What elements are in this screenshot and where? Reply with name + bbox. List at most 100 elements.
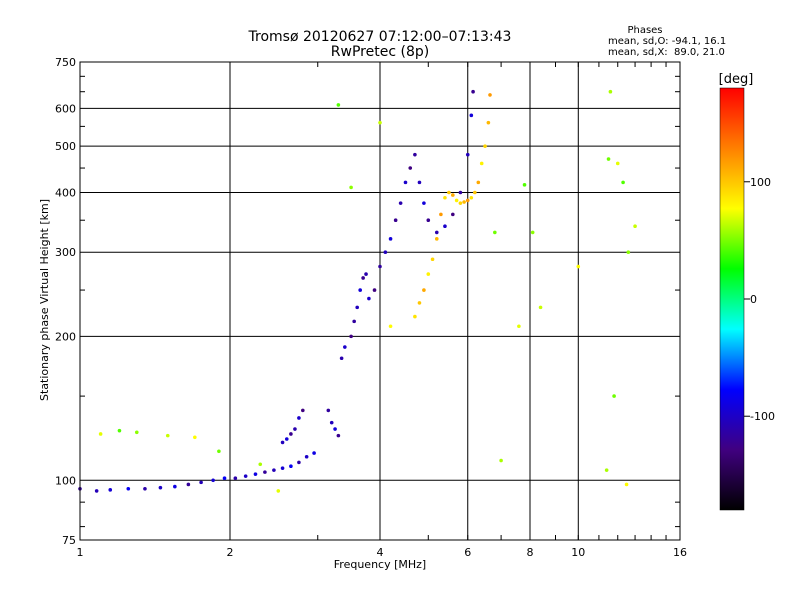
data-point	[606, 157, 611, 161]
data-point	[608, 89, 613, 94]
x-axis-label: Frequency [MHz]	[334, 558, 426, 571]
data-point	[633, 224, 637, 229]
data-point	[403, 180, 408, 185]
data-point	[333, 427, 337, 431]
data-point	[462, 200, 466, 204]
data-point	[329, 420, 334, 425]
data-point	[393, 218, 398, 223]
y-tick-label: 75	[62, 534, 76, 547]
y-tick-label: 300	[55, 246, 76, 259]
data-point	[352, 319, 356, 324]
data-point	[304, 454, 309, 459]
data-point	[439, 212, 443, 217]
data-point	[217, 449, 221, 454]
y-tick-label: 200	[55, 330, 76, 343]
data-point	[517, 324, 521, 329]
data-point	[388, 324, 393, 329]
x-tick-label: 10	[571, 546, 585, 559]
data-point	[126, 486, 131, 491]
data-point	[280, 466, 285, 470]
data-point	[413, 314, 417, 319]
x-tick-label: 8	[527, 546, 534, 559]
data-point	[447, 190, 451, 195]
data-point	[297, 416, 301, 420]
data-point	[165, 433, 170, 438]
data-point	[289, 432, 293, 436]
data-point	[417, 180, 422, 185]
data-point	[422, 288, 426, 292]
chart-subtitle: RwPretec (8p)	[331, 44, 429, 60]
data-point	[422, 201, 426, 205]
data-point	[211, 478, 215, 483]
data-point	[398, 201, 403, 205]
x-tick-label: 16	[673, 546, 687, 559]
data-point	[476, 180, 481, 185]
data-point	[336, 103, 341, 107]
data-point	[117, 428, 122, 433]
data-point	[499, 458, 503, 463]
x-tick-label: 2	[227, 546, 234, 559]
data-point	[158, 485, 163, 490]
data-point	[358, 288, 362, 292]
y-tick-label: 500	[55, 140, 76, 153]
data-point	[372, 288, 377, 292]
data-point	[349, 334, 353, 339]
data-point	[243, 474, 248, 478]
colorbar-ticks: 100 0 -100	[744, 176, 775, 423]
phases-o-line: mean, sd,O: -94.1, 16.1	[608, 36, 726, 47]
data-point	[488, 93, 492, 97]
data-point	[465, 198, 470, 203]
plot-frame	[79, 61, 681, 541]
colorbar-tick-label: 100	[750, 176, 771, 189]
data-point	[108, 488, 113, 492]
data-point	[479, 161, 484, 166]
data-point	[361, 276, 365, 280]
data-point	[94, 489, 99, 493]
data-point	[293, 427, 297, 431]
data-point	[284, 437, 289, 441]
data-point	[483, 144, 487, 148]
data-point	[186, 482, 191, 487]
data-point	[451, 212, 455, 217]
phases-title: Phases	[627, 25, 662, 36]
data-point	[263, 470, 267, 474]
data-point	[355, 305, 359, 310]
colorbar-tick-label: 0	[750, 293, 757, 306]
data-point	[458, 201, 463, 205]
data-point	[222, 476, 227, 481]
data-point	[615, 161, 620, 166]
y-axis-label: Stationary phase Virtual Height [km]	[38, 199, 51, 401]
data-point	[378, 264, 382, 269]
data-point	[426, 272, 431, 276]
data-point	[388, 237, 393, 241]
data-point	[458, 190, 463, 195]
data-point	[253, 472, 258, 476]
data-point	[199, 480, 203, 485]
phases-x-line: mean, sd,X: 89.0, 21.0	[608, 47, 725, 58]
data-point	[297, 460, 301, 465]
data-point	[343, 345, 347, 349]
colorbar-tick-label: -100	[750, 410, 775, 423]
data-point	[443, 195, 447, 200]
data-point	[339, 356, 344, 361]
data-point	[471, 89, 475, 94]
data-point	[408, 166, 413, 170]
grid-layer	[80, 62, 680, 540]
data-point	[173, 484, 177, 489]
ticks-layer: 1 2 4 6 8 10 16 75 100 200 300 400 500 600 750	[55, 56, 687, 559]
data-point	[312, 451, 316, 455]
y-tick-label: 750	[55, 56, 76, 69]
data-point	[367, 296, 371, 301]
colorbar	[719, 87, 745, 511]
data-point	[280, 440, 285, 445]
data-point	[258, 462, 263, 467]
data-point	[493, 230, 497, 235]
data-point	[469, 195, 474, 200]
data-point	[98, 432, 103, 436]
y-tick-label: 400	[55, 186, 76, 199]
data-point	[378, 120, 382, 125]
data-point	[443, 224, 447, 229]
data-point	[134, 430, 139, 435]
data-point	[538, 305, 543, 310]
x-tick-label: 4	[377, 546, 384, 559]
